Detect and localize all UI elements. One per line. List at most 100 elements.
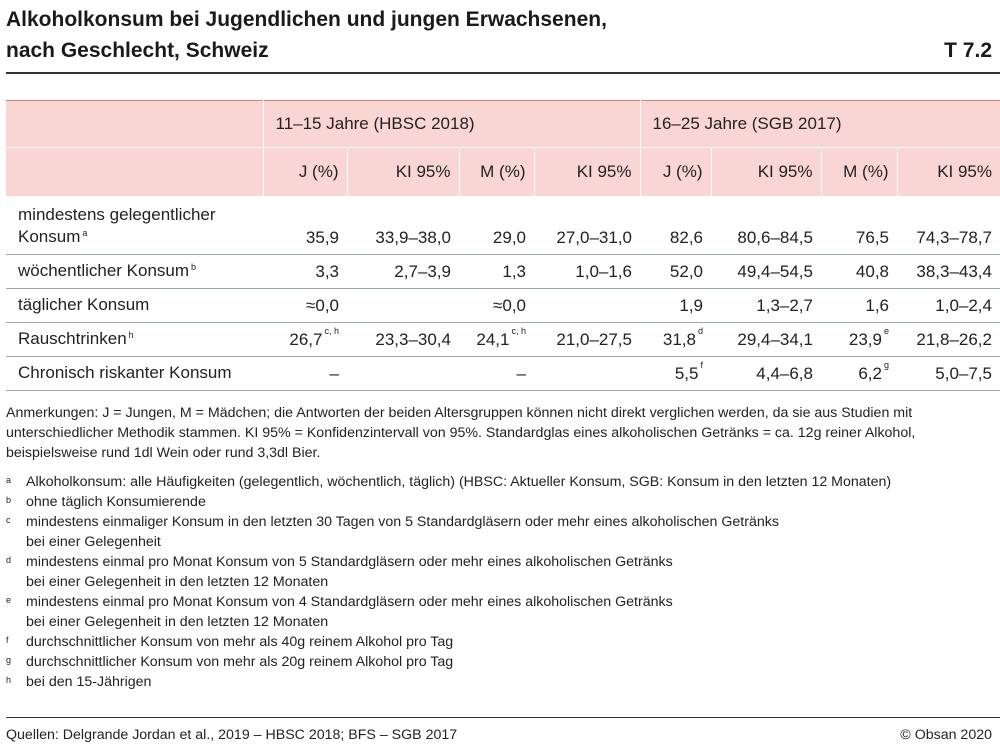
table-cell: 29,0 bbox=[459, 195, 534, 255]
cell-value: 21,0–27,5 bbox=[556, 330, 632, 349]
table-cell: 21,8–26,2 bbox=[897, 322, 1000, 357]
footnote-ref: b bbox=[191, 262, 197, 272]
footnote-text: bei einer Gelegenheit in den letzten 12 … bbox=[26, 574, 329, 590]
table-cell: 26,7 c, h bbox=[263, 322, 347, 357]
group-header-hbsc: 11–15 Jahre (HBSC 2018) bbox=[262, 100, 640, 148]
cell-value: 23,9 bbox=[848, 330, 882, 349]
footnote-item: g durchschnittlicher Konsum von mehr als… bbox=[6, 652, 1000, 672]
footnote-mark: h bbox=[6, 675, 12, 685]
table-cell bbox=[534, 356, 640, 391]
footnote-item: h bei den 15-Jährigen bbox=[6, 672, 1000, 692]
footnote-item: e mindestens einmal pro Monat Konsum von… bbox=[6, 592, 1000, 632]
column-header: KI 95% bbox=[533, 147, 640, 196]
table-cell: 24,1 c, h bbox=[459, 322, 534, 357]
cell-value: 1,9 bbox=[679, 296, 703, 315]
table-cell: 5,5 f bbox=[640, 356, 711, 391]
footnote-text: durchschnittlicher Konsum von mehr als 2… bbox=[26, 654, 454, 670]
table-cell: 1,0–1,6 bbox=[534, 254, 640, 289]
cell-value: 1,3 bbox=[502, 262, 526, 281]
footnote-ref: c, h bbox=[511, 326, 526, 336]
footnote-ref: f bbox=[700, 360, 703, 370]
row-label: mindestens gelegentlicher Konsum a bbox=[6, 195, 263, 255]
table-cell: 31,8 d bbox=[640, 322, 711, 357]
table-header: Alkoholkonsum bei Jugendlichen und junge… bbox=[6, 4, 996, 72]
cell-value: 24,1 bbox=[476, 330, 510, 349]
footnote-ref: c, h bbox=[324, 326, 339, 336]
cell-value: 35,9 bbox=[305, 228, 339, 247]
row-label-text: wöchentlicher Konsum bbox=[18, 261, 190, 280]
cell-value: 4,4–6,8 bbox=[756, 364, 813, 383]
table-cell: 27,0–31,0 bbox=[534, 195, 640, 255]
cell-value: 29,4–34,1 bbox=[737, 330, 813, 349]
table-cell: 40,8 bbox=[821, 254, 897, 289]
table-cell: 82,6 bbox=[640, 195, 711, 255]
column-header: J (%) bbox=[262, 147, 347, 196]
footnote-text: bei den 15-Jährigen bbox=[26, 674, 152, 690]
row-label: wöchentlicher Konsum b bbox=[6, 254, 263, 289]
table-cell: 23,3–30,4 bbox=[347, 322, 459, 357]
cell-value: – bbox=[329, 364, 339, 383]
footnote-mark: b bbox=[6, 495, 12, 505]
footnote-item: f durchschnittlicher Konsum von mehr als… bbox=[6, 632, 1000, 652]
table-row: Rauschtrinken h 26,7 c, h 23,3–30,4 24,1 c,… bbox=[6, 322, 1000, 357]
column-header-row: J (%) KI 95% M (%) KI 95% J (%) KI 95% M… bbox=[6, 147, 1000, 196]
footnote-text: bei einer Gelegenheit in den letzten 12 … bbox=[26, 614, 329, 630]
table-row: mindestens gelegentlicher Konsum a 35,9 3… bbox=[6, 195, 1000, 255]
row-label: Rauschtrinken h bbox=[6, 322, 263, 357]
table-cell: 3,3 bbox=[263, 254, 347, 289]
table-row: Chronisch riskanter Konsum – – 5,5 f 4,4–… bbox=[6, 356, 1000, 391]
footnote-ref: d bbox=[697, 326, 703, 336]
cell-value: 33,9–38,0 bbox=[375, 228, 451, 247]
table-cell: 1,9 bbox=[640, 288, 711, 323]
footnote-text: mindestens einmal pro Monat Konsum von 5… bbox=[26, 554, 673, 570]
cell-value: 74,3–78,7 bbox=[916, 228, 992, 247]
table-row: täglicher Konsum ≈0,0 ≈0,0 1,9 1,3–2,7 1… bbox=[6, 288, 1000, 323]
table-cell: 5,0–7,5 bbox=[897, 356, 1000, 391]
footnote-item: c mindestens einmaliger Konsum in den le… bbox=[6, 512, 1000, 552]
footnote-mark: c bbox=[6, 515, 11, 525]
cell-value: 3,3 bbox=[315, 262, 339, 281]
group-header-row: 11–15 Jahre (HBSC 2018) 16–25 Jahre (SGB… bbox=[6, 100, 1000, 148]
table-cell: 52,0 bbox=[640, 254, 711, 289]
table-row: wöchentlicher Konsum b 3,3 2,7–3,9 1,3 1,… bbox=[6, 254, 1000, 289]
table-cell: 1,6 bbox=[821, 288, 897, 323]
footnote-item: d mindestens einmal pro Monat Konsum von… bbox=[6, 552, 1000, 592]
table-cell: 80,6–84,5 bbox=[711, 195, 821, 255]
cell-value: ≈0,0 bbox=[493, 296, 526, 315]
cell-value: 21,8–26,2 bbox=[916, 330, 992, 349]
table-cell: 1,3–2,7 bbox=[711, 288, 821, 323]
row-label: Chronisch riskanter Konsum bbox=[6, 356, 263, 391]
footnote-text: durchschnittlicher Konsum von mehr als 4… bbox=[26, 634, 454, 650]
row-label-text: Chronisch riskanter Konsum bbox=[18, 363, 232, 382]
cell-value: 31,8 bbox=[662, 330, 696, 349]
column-header: KI 95% bbox=[710, 147, 821, 196]
source-note: Quellen: Delgrande Jordan et al., 2019 –… bbox=[6, 727, 458, 743]
cell-value: 1,0–2,4 bbox=[935, 296, 992, 315]
footnote-text: mindestens einmaliger Konsum in den letz… bbox=[26, 514, 779, 530]
cell-value: 40,8 bbox=[855, 262, 889, 281]
footnote-mark: d bbox=[6, 555, 12, 565]
cell-value: 1,3–2,7 bbox=[756, 296, 813, 315]
title-line-1: Alkoholkonsum bei Jugendlichen und junge… bbox=[6, 8, 607, 31]
corner-cell bbox=[6, 147, 263, 196]
row-label-line-2: Konsum bbox=[18, 227, 81, 246]
data-table: 11–15 Jahre (HBSC 2018) 16–25 Jahre (SGB… bbox=[6, 100, 1000, 391]
footnote-item: b ohne täglich Konsumierende bbox=[6, 492, 1000, 512]
column-header: J (%) bbox=[639, 147, 711, 196]
footnote-ref: e bbox=[883, 326, 889, 336]
footnote-mark: e bbox=[6, 595, 12, 605]
cell-value: 6,2 bbox=[858, 364, 882, 383]
group-header-sgb: 16–25 Jahre (SGB 2017) bbox=[639, 100, 1000, 148]
cell-value: 23,3–30,4 bbox=[375, 330, 451, 349]
title-divider bbox=[6, 72, 1000, 74]
row-label-text: Rauschtrinken bbox=[18, 329, 127, 348]
title-line-2: nach Geschlecht, Schweiz bbox=[6, 39, 269, 62]
footnote-mark: a bbox=[6, 475, 12, 485]
footnote-mark: g bbox=[6, 655, 12, 665]
cell-value: 80,6–84,5 bbox=[737, 228, 813, 247]
cell-value: 52,0 bbox=[669, 262, 703, 281]
cell-value: 38,3–43,4 bbox=[916, 262, 992, 281]
table-cell: 6,2 g bbox=[821, 356, 897, 391]
cell-value: 29,0 bbox=[492, 228, 526, 247]
footnote-text: ohne täglich Konsumierende bbox=[26, 494, 206, 510]
